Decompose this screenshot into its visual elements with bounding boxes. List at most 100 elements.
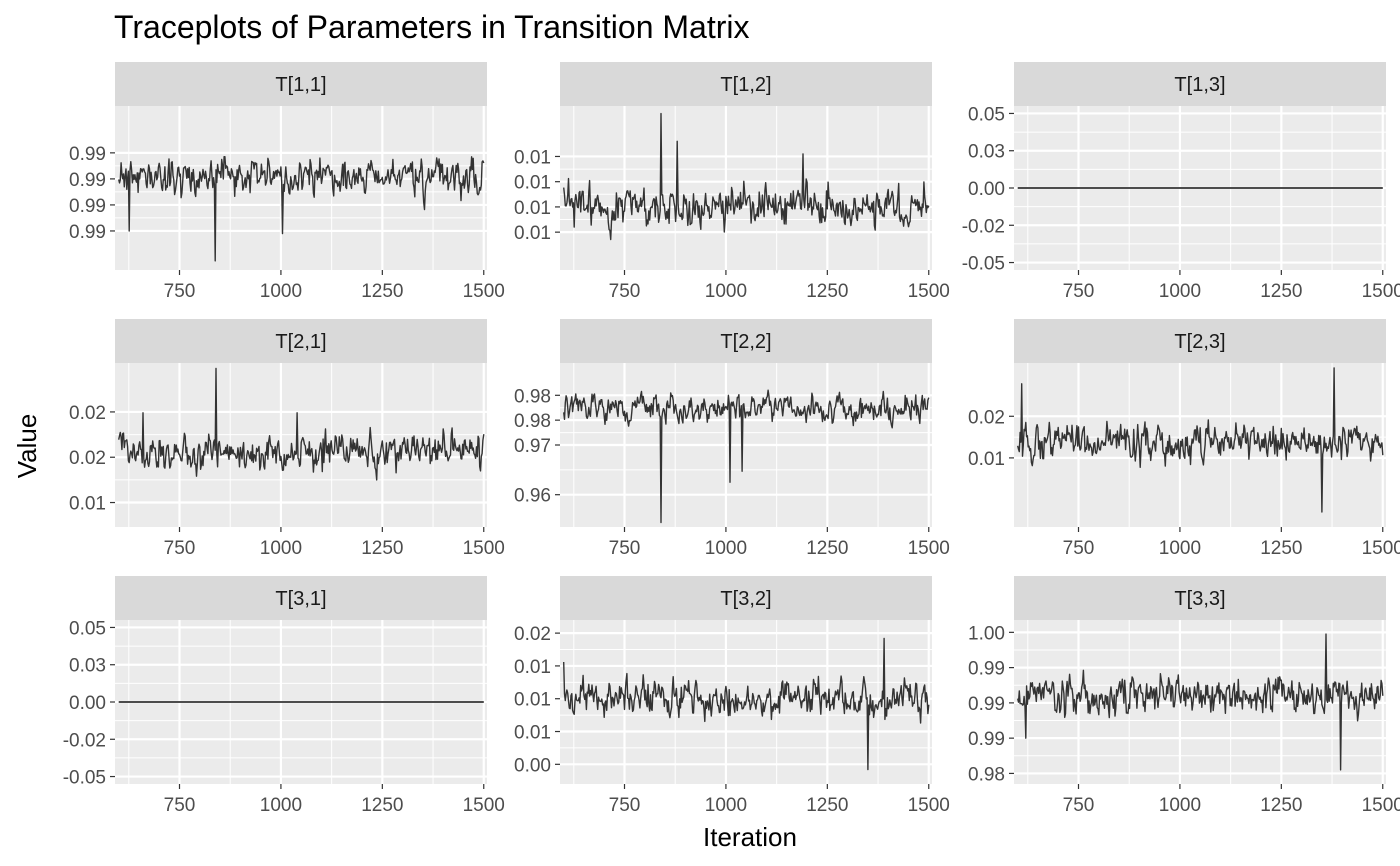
- trace-line: [563, 637, 930, 771]
- facet-panels: T[1,1] 750 1000 1250 1500 0.99 0.99 0.99 0.99 T[1…: [63, 62, 1400, 816]
- facet-strip-label: T[3,2]: [720, 588, 771, 610]
- x-tick-label: 1250: [1260, 281, 1302, 302]
- x-tick-label: 750: [609, 538, 641, 559]
- trace-line: [118, 367, 485, 481]
- x-tick-label: 1000: [260, 538, 302, 559]
- y-tick-label: 0.05: [69, 618, 106, 639]
- facet-strip: [560, 576, 932, 620]
- panel-background: [115, 106, 487, 270]
- x-tick-label: 1500: [908, 281, 950, 302]
- trace-line: [563, 112, 930, 241]
- y-tick-label: 0.99: [968, 694, 1005, 715]
- y-tick-label: 0.99: [968, 729, 1005, 750]
- y-tick-label: 0.01: [69, 494, 106, 515]
- x-tick-label: 750: [1063, 281, 1095, 302]
- facet-panel: T[1,2] 750 1000 1250 1500 0.01 0.01 0.01 0.01: [514, 62, 950, 302]
- trace-line: [118, 156, 485, 262]
- facet-strip: [115, 576, 487, 620]
- y-tick-label: 0.98: [968, 764, 1005, 785]
- y-tick-label: 0.00: [69, 693, 106, 714]
- trace-line: [1017, 633, 1384, 771]
- y-tick-label: -0.02: [962, 216, 1005, 237]
- y-tick-label: -0.05: [962, 254, 1005, 275]
- facet-strip-label: T[2,2]: [720, 331, 771, 353]
- facet-panel: T[2,2] 750 1000 1250 1500 0.96 0.97 0.98 0.98: [514, 319, 950, 559]
- y-tick-label: 0.03: [69, 656, 106, 677]
- y-tick-label: 0.00: [968, 179, 1005, 200]
- y-tick-label: 0.99: [69, 196, 106, 217]
- x-tick-label: 1250: [361, 538, 403, 559]
- x-tick-label: 1500: [463, 538, 505, 559]
- facet-panel: T[1,3] 750 1000 1250 1500 -0.05 -0.02 0.00 0.03 0…: [962, 62, 1400, 302]
- y-tick-label: 0.00: [514, 755, 551, 776]
- x-tick-label: 1250: [806, 281, 848, 302]
- facet-strip: [115, 319, 487, 363]
- y-tick-label: 0.96: [514, 486, 551, 507]
- x-tick-label: 750: [1063, 795, 1095, 816]
- x-tick-label: 1000: [1159, 538, 1201, 559]
- facet-strip-label: T[1,1]: [275, 74, 326, 96]
- facet-strip-label: T[2,3]: [1174, 331, 1225, 353]
- x-tick-label: 1250: [361, 281, 403, 302]
- x-tick-label: 1000: [260, 281, 302, 302]
- y-tick-label: -0.02: [63, 730, 106, 751]
- y-tick-label: 0.01: [514, 198, 551, 219]
- x-axis-title: Iteration: [703, 822, 797, 852]
- x-tick-label: 1000: [705, 795, 747, 816]
- y-tick-label: 1.00: [968, 623, 1005, 644]
- x-tick-label: 1250: [806, 795, 848, 816]
- x-tick-label: 1500: [463, 795, 505, 816]
- facet-strip-label: T[3,1]: [275, 588, 326, 610]
- y-tick-label: 0.01: [514, 223, 551, 244]
- facet-strip-label: T[1,3]: [1174, 74, 1225, 96]
- y-tick-label: 0.01: [514, 690, 551, 711]
- y-tick-label: 0.05: [968, 104, 1005, 125]
- x-tick-label: 750: [1063, 538, 1095, 559]
- x-tick-label: 1250: [1260, 795, 1302, 816]
- y-tick-label: 0.98: [514, 386, 551, 407]
- x-tick-label: 1000: [705, 538, 747, 559]
- y-axis-title: Value: [12, 414, 42, 479]
- trace-line: [563, 389, 930, 524]
- y-tick-label: 0.01: [514, 147, 551, 168]
- y-tick-label: 0.01: [514, 657, 551, 678]
- x-tick-label: 1000: [1159, 281, 1201, 302]
- x-tick-label: 1500: [908, 795, 950, 816]
- facet-strip: [1014, 319, 1386, 363]
- facet-panel: T[1,1] 750 1000 1250 1500 0.99 0.99 0.99 0.99: [69, 62, 505, 302]
- y-tick-label: 0.99: [69, 222, 106, 243]
- x-tick-label: 1000: [1159, 795, 1201, 816]
- y-tick-label: 0.99: [968, 659, 1005, 680]
- facet-panel: T[3,1] 750 1000 1250 1500 -0.05 -0.02 0.00 0.03 0…: [63, 576, 505, 816]
- y-tick-label: 0.02: [69, 403, 106, 424]
- y-tick-label: 0.98: [514, 411, 551, 432]
- y-tick-label: 0.99: [69, 144, 106, 165]
- facet-strip: [560, 319, 932, 363]
- trace-line: [1017, 367, 1384, 513]
- y-tick-label: 0.02: [69, 448, 106, 469]
- facet-panel: T[2,3] 750 1000 1250 1500 0.01 0.02: [968, 319, 1400, 559]
- facet-strip-label: T[3,3]: [1174, 588, 1225, 610]
- x-tick-label: 1500: [908, 538, 950, 559]
- y-tick-label: 0.01: [968, 449, 1005, 470]
- facet-strip: [560, 62, 932, 106]
- x-tick-label: 1000: [260, 795, 302, 816]
- x-tick-label: 1500: [1362, 281, 1400, 302]
- x-tick-label: 750: [609, 281, 641, 302]
- facet-strip-label: T[2,1]: [275, 331, 326, 353]
- y-tick-label: 0.01: [514, 723, 551, 744]
- x-tick-label: 1500: [1362, 538, 1400, 559]
- facet-strip: [1014, 62, 1386, 106]
- facet-strip: [115, 62, 487, 106]
- y-tick-label: 0.03: [968, 142, 1005, 163]
- x-tick-label: 1000: [705, 281, 747, 302]
- x-tick-label: 750: [164, 538, 196, 559]
- panel-background: [560, 106, 932, 270]
- y-tick-label: -0.05: [63, 768, 106, 789]
- facet-strip: [1014, 576, 1386, 620]
- x-tick-label: 1250: [1260, 538, 1302, 559]
- y-tick-label: 0.99: [69, 170, 106, 191]
- x-tick-label: 1250: [806, 538, 848, 559]
- x-tick-label: 1500: [463, 281, 505, 302]
